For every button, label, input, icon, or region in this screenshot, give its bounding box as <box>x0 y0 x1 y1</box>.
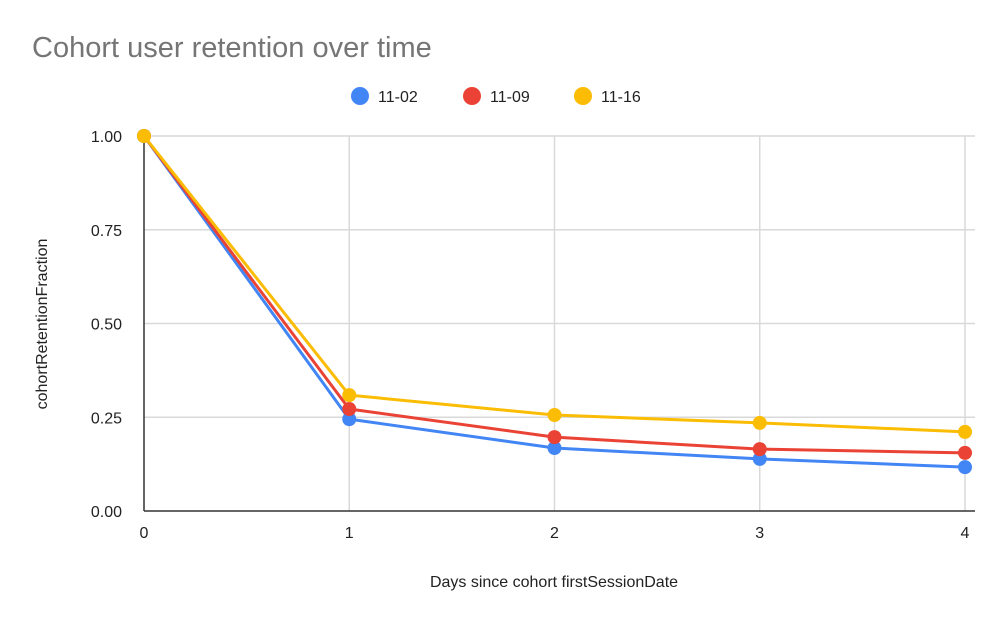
data-point-11-16 <box>958 424 972 439</box>
x-tick-label: 2 <box>550 525 559 542</box>
series-group <box>137 129 972 475</box>
y-tick-label: 0.00 <box>91 504 122 521</box>
legend-label: 11-02 <box>378 89 418 106</box>
y-tick-label: 0.25 <box>91 410 122 427</box>
legend: 11-02 11-09 11-16 <box>351 87 641 106</box>
data-point-11-09 <box>752 442 767 457</box>
data-point-11-16 <box>342 388 357 403</box>
tick-labels: 0.00 0.25 0.50 0.75 1.00 0 1 2 3 4 <box>91 129 970 542</box>
gridlines <box>143 135 975 512</box>
data-point-11-02 <box>752 451 767 466</box>
data-point-11-09 <box>547 430 562 445</box>
data-point-11-16 <box>547 408 562 422</box>
x-axis-label: Days since cohort firstSessionDate <box>430 574 678 591</box>
legend-marker-11-16 <box>574 87 592 105</box>
data-point-11-02 <box>547 441 562 455</box>
y-tick-label: 0.50 <box>91 317 122 334</box>
legend-marker-11-02 <box>351 87 369 105</box>
chart-title: Cohort user retention over time <box>32 32 432 64</box>
y-axis-label: cohortRetentionFraction <box>34 239 51 410</box>
legend-label: 11-09 <box>490 89 530 106</box>
data-point-11-02 <box>958 460 972 475</box>
data-point-11-09 <box>958 445 972 460</box>
legend-marker-11-09 <box>463 87 481 105</box>
x-tick-label: 1 <box>345 525 354 542</box>
y-tick-label: 1.00 <box>91 129 122 146</box>
x-tick-label: 0 <box>140 525 149 542</box>
data-point-11-02 <box>342 412 357 427</box>
data-point-11-09 <box>342 402 357 416</box>
x-tick-label: 3 <box>755 525 764 542</box>
data-point-11-16 <box>752 415 767 430</box>
y-tick-label: 0.75 <box>91 223 122 240</box>
x-tick-label: 4 <box>961 525 970 542</box>
legend-label: 11-16 <box>601 89 641 106</box>
data-point-11-16 <box>137 129 151 143</box>
